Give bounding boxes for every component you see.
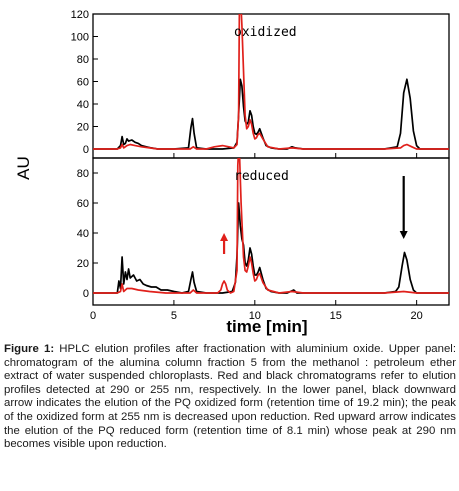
y-tick-label: 20 [77,122,89,134]
caption-text: HPLC elution profiles after fractionatio… [4,343,456,451]
x-axis-label: time [min] [226,317,307,336]
oxidized-panel: 0 20 40 60 80 100 120 oxidized [71,9,450,159]
y-tick-label: 60 [77,198,89,210]
plot-frame [92,157,450,306]
y-tick-label: 40 [77,99,89,111]
arrow-up-head [220,233,229,241]
caption-label: Figure 1: [4,343,55,355]
arrow-down-head [399,231,408,239]
x-tick-label: 5 [171,310,177,322]
series-line-black [93,202,449,294]
reduced-panel: 0 20 40 60 80 0 5 10 15 20 reduced [77,157,450,322]
y-tick-label: 40 [77,228,89,240]
y-tick-label: 80 [77,54,89,66]
panel-label: reduced [234,169,289,184]
figure-caption: Figure 1: HPLC elution profiles after fr… [4,343,456,452]
panel-label: oxidized [234,25,297,40]
y-tick-label: 60 [77,77,89,89]
x-tick-label: 10 [249,310,261,322]
y-tick-label: 20 [77,258,89,270]
y-tick-label: 120 [71,9,89,21]
ylabel-group: AU [14,156,33,180]
series-line-black [93,78,449,150]
series-line-red [93,158,449,294]
x-tick-label: 0 [90,310,96,322]
x-tick-label: 20 [411,310,423,322]
y-tick-label: 0 [83,144,89,156]
y-tick-label: 100 [71,32,89,44]
y-tick-label: 80 [77,168,89,180]
x-tick-label: 15 [330,310,342,322]
series-line-red [93,14,449,150]
y-tick-label: 0 [83,288,89,300]
y-axis-label: AU [14,156,33,180]
